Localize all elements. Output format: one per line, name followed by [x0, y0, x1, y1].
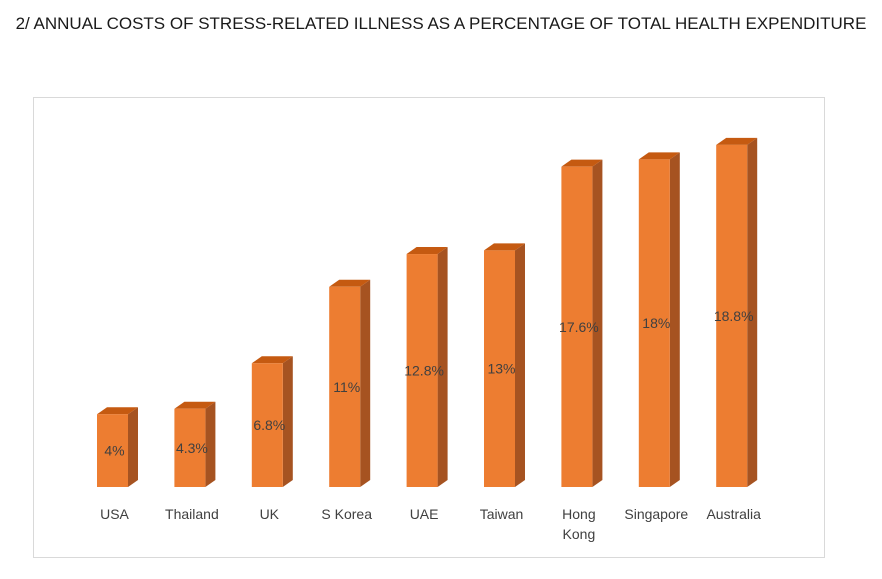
bar-side-face [360, 279, 371, 487]
bar-front-face [716, 144, 748, 487]
bar-taiwan [484, 243, 525, 487]
bar-top-face [329, 279, 371, 287]
category-label-taiwan: Taiwan [480, 506, 524, 522]
bar-front-face [638, 159, 670, 487]
bar-australia [716, 137, 758, 487]
bar-side-face [205, 401, 216, 487]
data-label-singapore: 18% [642, 315, 670, 331]
bar-top-face [561, 159, 603, 167]
category-label-singapore: Singapore [624, 506, 688, 522]
bar-top-face [484, 243, 525, 251]
category-label-uae: UAE [410, 506, 439, 522]
bar-front-face [484, 250, 515, 487]
data-label-s-korea: 11% [333, 379, 360, 395]
bar-front-face [406, 254, 438, 487]
data-label-thailand: 4.3% [176, 440, 208, 456]
bar-thailand [174, 401, 216, 487]
chart-title: 2/ ANNUAL COSTS OF STRESS-RELATED ILLNES… [15, 14, 867, 33]
bar-s-korea [329, 279, 371, 487]
bar-hong-kong [561, 159, 603, 487]
bar-singapore [638, 152, 680, 487]
category-label-s-korea: S Korea [321, 506, 372, 522]
bar-usa [97, 407, 138, 487]
category-label-usa: USA [100, 506, 129, 522]
data-label-uk: 6.8% [253, 417, 285, 433]
bar-front-face [561, 166, 593, 487]
bar-top-face [406, 247, 448, 255]
bar-top-face [251, 356, 293, 364]
data-label-uae: 12.8% [404, 363, 444, 379]
category-label-hong-kong: Hong Kong [562, 506, 595, 542]
bar-uk [251, 356, 293, 487]
data-label-australia: 18.8% [714, 308, 754, 324]
data-label-hong-kong: 17.6% [559, 319, 599, 335]
data-label-usa: 4% [104, 443, 124, 459]
category-label-australia: Australia [706, 506, 761, 522]
bar-side-face [437, 247, 448, 487]
bar-side-face [747, 137, 758, 487]
bar-top-face [97, 407, 138, 415]
bar-front-face [174, 408, 206, 487]
bar-side-face [592, 159, 603, 487]
data-label-taiwan: 13% [487, 361, 515, 377]
category-label-uk: UK [260, 506, 280, 522]
chart-area [33, 97, 825, 558]
bar-side-face [128, 407, 138, 487]
bar-top-face [638, 152, 680, 160]
bar-front-face [97, 414, 128, 487]
bar-top-face [716, 137, 758, 145]
bar-uae [406, 247, 448, 487]
bar-side-face [282, 356, 293, 487]
bar-front-face [251, 363, 283, 487]
bar-side-face [669, 152, 680, 487]
category-label-thailand: Thailand [165, 506, 219, 522]
bar-front-face [329, 286, 361, 487]
bar-top-face [174, 401, 216, 409]
bar-side-face [515, 243, 525, 487]
